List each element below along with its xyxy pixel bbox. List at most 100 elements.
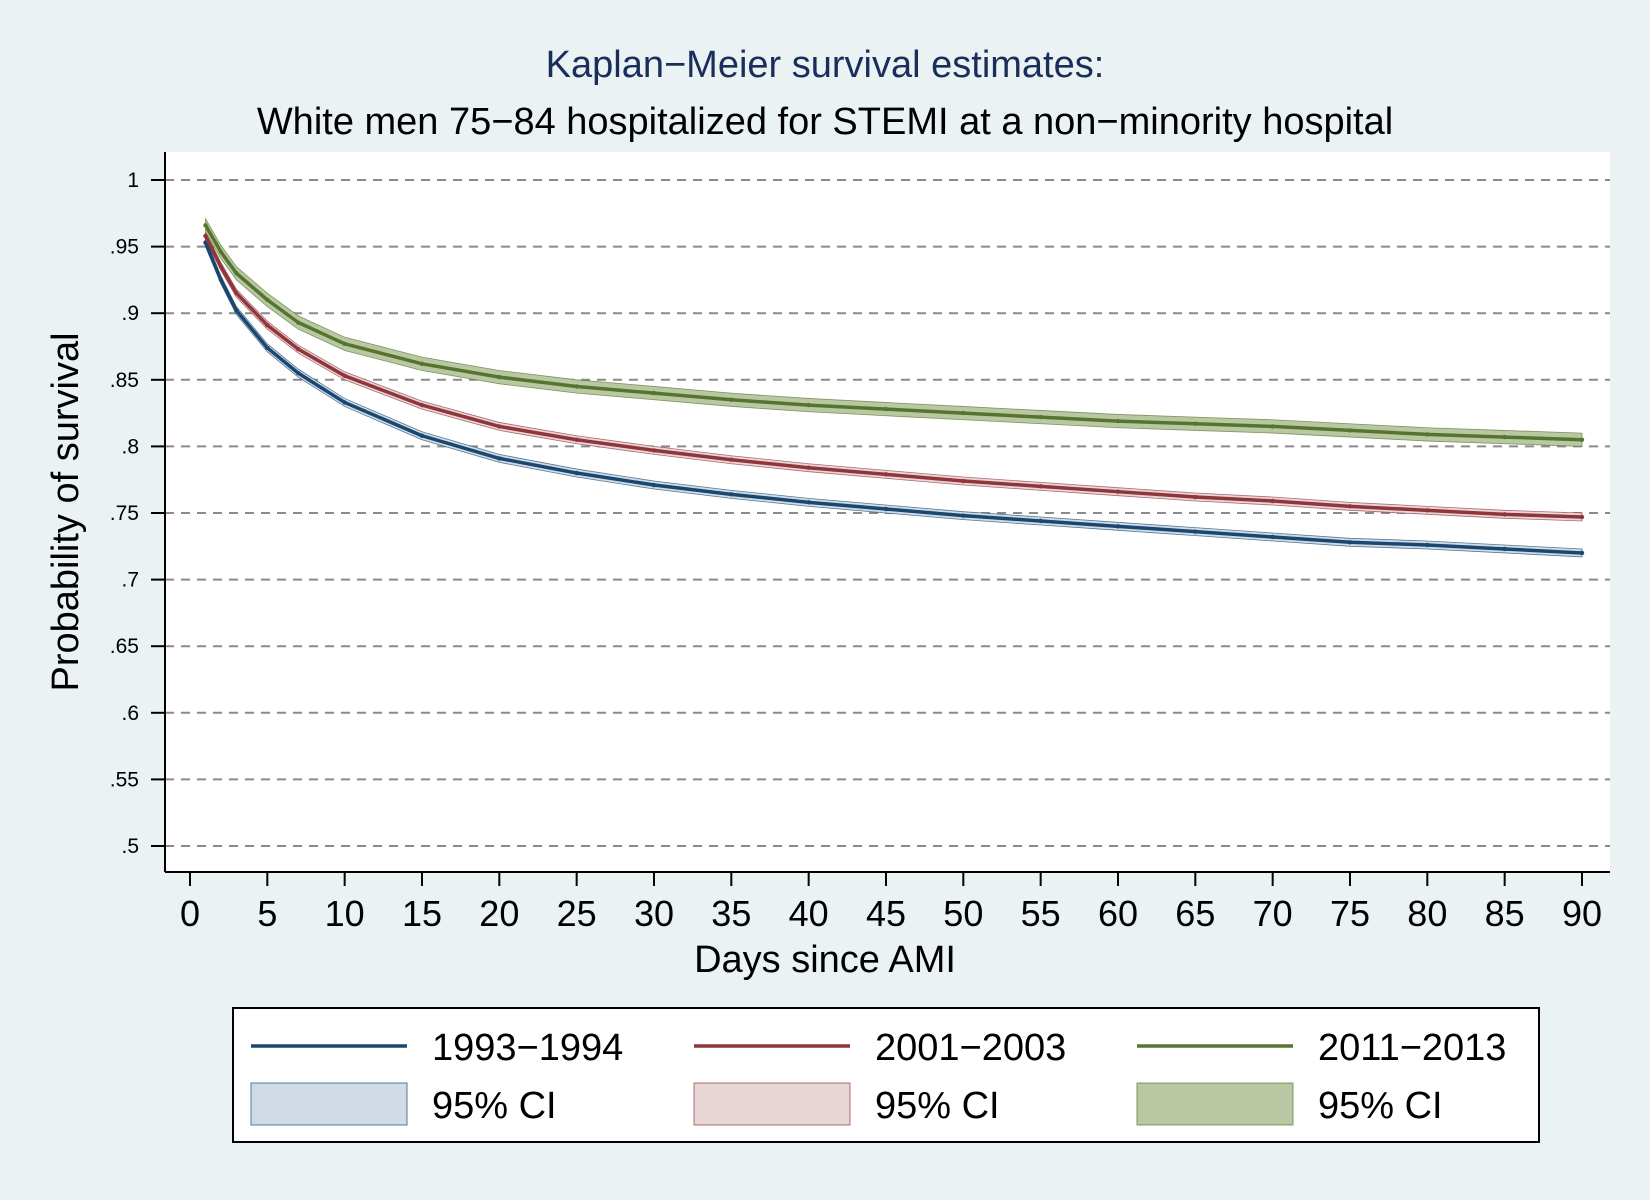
data-point: [234, 291, 239, 296]
data-point: [342, 400, 347, 405]
data-point: [806, 500, 811, 505]
legend-ci-label: 95% CI: [875, 1085, 1000, 1127]
data-point: [1502, 546, 1507, 552]
data-point: [296, 320, 301, 325]
data-point: [574, 384, 579, 389]
chart-title: Kaplan−Meier survival estimates:: [546, 44, 1105, 86]
data-point: [1425, 432, 1430, 437]
y-tick-label: .65: [110, 635, 139, 658]
data-point: [651, 448, 657, 453]
ci-band: [205, 238, 1583, 558]
x-axis-label: Days since AMI: [694, 939, 956, 981]
data-point: [1193, 494, 1198, 500]
legend: 1993−1994 95% CI 2001−2003 95% CI 2011−2013 9…: [250, 1027, 1506, 1127]
data-point: [1038, 484, 1043, 489]
data-point: [296, 370, 301, 376]
data-point: [651, 390, 657, 396]
x-tick-label: 25: [557, 893, 597, 934]
legend-box: [232, 1007, 1540, 1143]
survival-line: [203, 224, 1583, 442]
data-point: [1270, 498, 1275, 504]
x-tick-label: 0: [180, 893, 200, 934]
data-point: [1270, 424, 1275, 429]
data-point: [497, 456, 502, 461]
data-point: [1347, 504, 1353, 509]
x-tick-label: 70: [1253, 893, 1293, 934]
x-tick-label: 55: [1021, 893, 1061, 934]
data-point: [234, 271, 239, 276]
data-point: [961, 513, 966, 518]
data-point: [218, 277, 224, 283]
ci-band: [205, 217, 1583, 447]
legend-series-label: 2001−2003: [875, 1027, 1066, 1069]
data-point: [651, 482, 657, 488]
legend-series-label: 2011−2013: [1318, 1027, 1506, 1069]
x-tick-label: 75: [1330, 893, 1370, 934]
ci-band: [205, 231, 1583, 522]
data-point: [1193, 421, 1198, 426]
data-point: [419, 361, 425, 367]
legend-series-label: 1993−1994: [432, 1027, 623, 1069]
gridlines: [165, 179, 1610, 847]
data-point: [1347, 540, 1353, 545]
data-point: [806, 465, 811, 470]
data-point: [234, 308, 239, 313]
data-point: [1579, 437, 1585, 442]
chart-subtitle: White men 75−84 hospitalized for STEMI a…: [257, 101, 1393, 143]
x-tick-label: 40: [789, 893, 829, 934]
data-point: [1115, 418, 1121, 424]
x-tick-label: 60: [1098, 893, 1138, 934]
data-point: [1038, 518, 1043, 524]
data-point: [497, 424, 502, 429]
y-tick-label: .7: [121, 569, 139, 592]
data-point: [1193, 529, 1198, 534]
y-tick-label: .95: [110, 236, 139, 259]
legend-ci-key: [250, 1082, 408, 1126]
data-point: [1425, 542, 1430, 548]
legend-ci-label: 95% CI: [432, 1085, 557, 1127]
data-point: [265, 297, 270, 303]
y-tick-label: .9: [121, 302, 139, 325]
data-point: [419, 402, 425, 408]
x-tick-label: 45: [866, 893, 906, 934]
y-tick-label: .5: [121, 835, 139, 858]
data-point: [1115, 489, 1121, 494]
data-point: [1425, 508, 1430, 513]
data-point: [1502, 434, 1507, 440]
data-point: [574, 437, 579, 442]
data-point: [497, 374, 502, 380]
data-point: [218, 264, 224, 269]
data-point: [342, 373, 347, 379]
x-tick-label: 90: [1562, 893, 1602, 934]
survival-line: [203, 241, 1583, 555]
x-tick-label: 65: [1175, 893, 1215, 934]
legend-ci-label: 95% CI: [1318, 1085, 1443, 1127]
data-point: [203, 223, 208, 228]
data-point: [1347, 428, 1353, 433]
x-axis-ticks: 0 5 10 15 20 25 30 35 40 45 50 55 60 65 70 75 80 85 90: [180, 872, 1602, 934]
x-tick-label: 85: [1485, 893, 1525, 934]
data-point: [729, 492, 734, 497]
y-tick-label: .75: [110, 502, 139, 525]
data-point: [1038, 414, 1043, 420]
data-point: [1579, 550, 1585, 556]
data-point: [729, 457, 734, 462]
data-point: [265, 345, 270, 351]
data-point: [1270, 534, 1275, 540]
data-point: [961, 478, 966, 484]
data-point: [218, 249, 224, 255]
data-point: [883, 472, 889, 477]
x-tick-label: 5: [257, 893, 277, 934]
y-tick-label: .55: [110, 768, 139, 791]
legend-ci-key: [693, 1082, 851, 1126]
y-axis-label: Probability of survival: [45, 332, 87, 691]
x-tick-label: 10: [325, 893, 365, 934]
x-tick-label: 15: [402, 893, 442, 934]
x-tick-label: 35: [711, 893, 751, 934]
data-point: [265, 322, 270, 328]
data-point: [342, 341, 347, 347]
data-point: [1502, 512, 1507, 517]
x-tick-label: 20: [479, 893, 519, 934]
y-tick-label: .8: [121, 435, 139, 458]
data-point: [883, 406, 889, 412]
